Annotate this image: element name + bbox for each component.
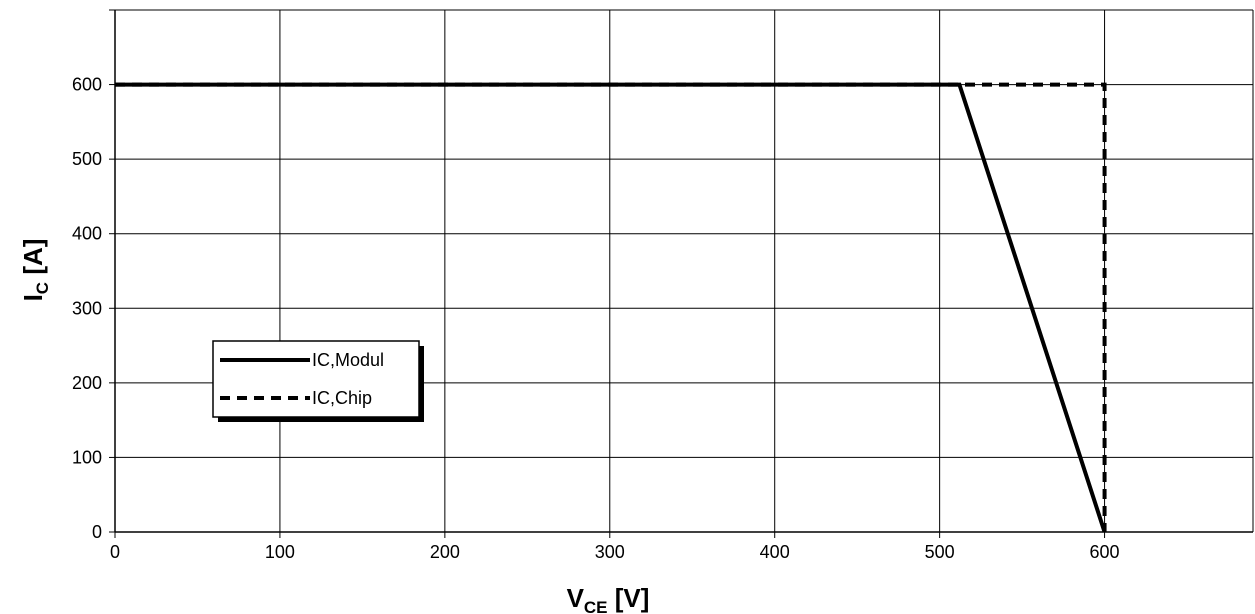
y-tick-label: 0 (92, 522, 102, 542)
axes (109, 9, 1253, 538)
y-axis-label-main: I (18, 294, 48, 301)
tick-labels: 0 100 200 300 400 500 600 0 100 200 300 400 500 600 (72, 75, 1120, 562)
y-tick-label: 600 (72, 75, 102, 95)
y-axis-label-sub: C (33, 282, 52, 294)
x-axis-label: VCE [V] (567, 583, 650, 614)
y-tick-label: 400 (72, 224, 102, 244)
x-tick-label: 200 (430, 542, 460, 562)
x-tick-label: 400 (760, 542, 790, 562)
y-axis-label: IC [A] (18, 239, 52, 302)
x-axis-label-sub: CE (584, 598, 608, 614)
x-tick-label: 600 (1090, 542, 1120, 562)
x-tick-label: 100 (265, 542, 295, 562)
legend-label-modul: IC,Modul (312, 350, 384, 370)
series-line-ic-modul (115, 82, 1107, 533)
y-tick-label: 300 (72, 298, 102, 318)
x-tick-label: 500 (925, 542, 955, 562)
y-tick-label: 200 (72, 373, 102, 393)
y-tick-label: 100 (72, 447, 102, 467)
x-tick-label: 0 (110, 542, 120, 562)
x-tick-label: 300 (595, 542, 625, 562)
grid (115, 9, 1254, 532)
legend: IC,Modul IC,Chip (212, 340, 424, 422)
series-group (115, 82, 1107, 533)
y-tick-label: 500 (72, 149, 102, 169)
y-axis-label-unit: [A] (18, 239, 48, 282)
legend-box (212, 340, 420, 418)
x-axis-label-main: V (567, 583, 585, 613)
legend-label-chip: IC,Chip (312, 388, 372, 408)
x-axis-label-unit: [V] (608, 583, 650, 613)
